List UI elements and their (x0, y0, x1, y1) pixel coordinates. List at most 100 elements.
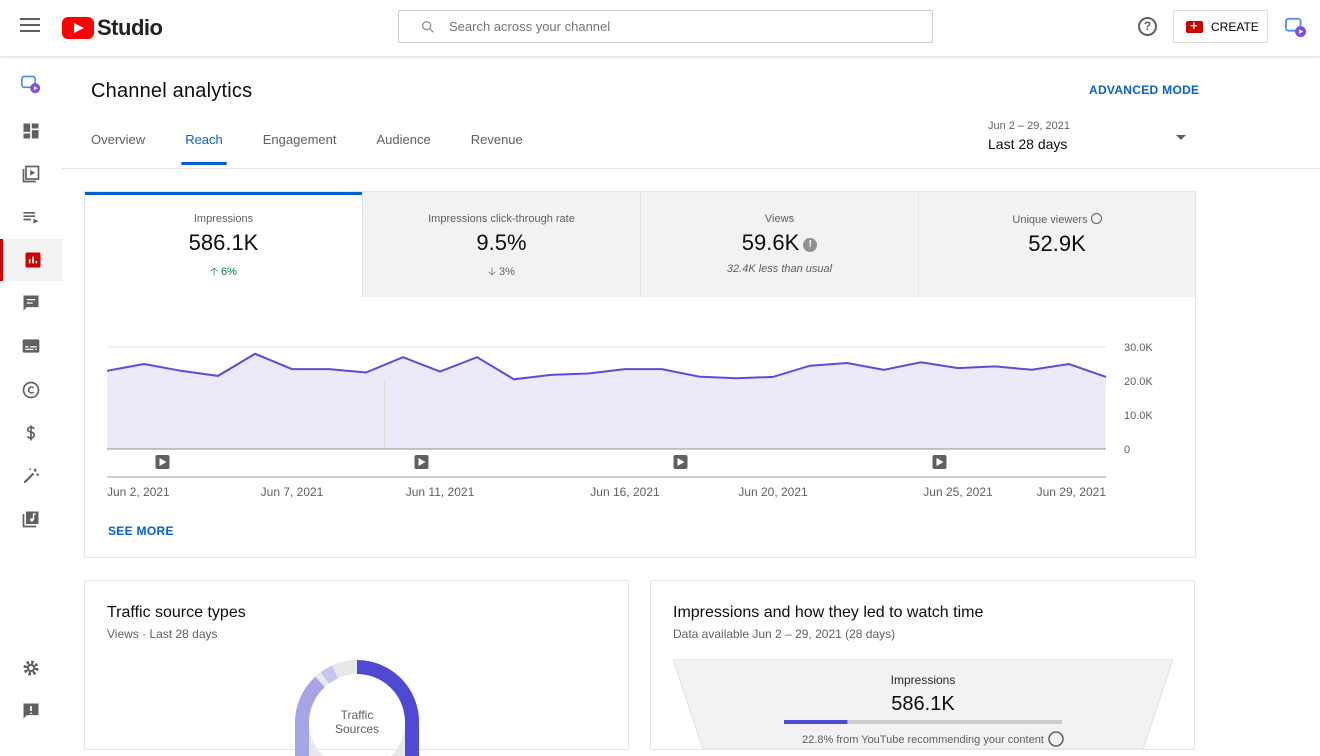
y-tick-label: 10.0K (1124, 410, 1153, 422)
y-tick-label: 30.0K (1124, 342, 1153, 354)
sidebar-item-copyright[interactable] (0, 369, 62, 411)
page-title: Channel analytics (91, 80, 253, 102)
channel-avatar-icon (21, 75, 41, 94)
tab-overview[interactable]: Overview (91, 132, 146, 147)
impressions-funnel: Impressions 586.1K 22.8% from YouTube re… (673, 659, 1173, 749)
sidebar-item-feedback[interactable] (0, 690, 62, 732)
metric-delta: 🡣 3% (363, 263, 640, 282)
date-range-dates: Jun 2 – 29, 2021 (988, 120, 1070, 132)
copyright-icon (22, 381, 40, 399)
x-tick-label: Jun 20, 2021 (738, 485, 808, 499)
metric-views[interactable]: Views 59.6K! 32.4K less than usual (641, 192, 919, 297)
metric-delta-value: 6% (221, 266, 237, 278)
x-tick-label: Jun 16, 2021 (590, 485, 660, 499)
dashboard-icon (23, 123, 39, 139)
traffic-source-card: Traffic source types Views · Last 28 day… (84, 580, 629, 756)
sidebar-item-analytics[interactable] (0, 239, 62, 281)
impressions-funnel-card: Impressions and how they led to watch ti… (650, 580, 1195, 750)
metric-unique-viewers[interactable]: Unique viewers 52.9K (919, 192, 1195, 297)
sidebar-item-channel[interactable] (0, 63, 62, 105)
sidebar-item-settings[interactable] (0, 647, 62, 689)
y-tick-label: 20.0K (1124, 376, 1153, 388)
sidebar-item-subtitles[interactable] (0, 325, 62, 367)
search-input[interactable] (449, 19, 909, 34)
metric-delta: 🡡 6% (85, 263, 362, 282)
arrow-up-icon: 🡡 (210, 266, 222, 278)
metric-ctr[interactable]: Impressions click-through rate 9.5% 🡣 3% (363, 192, 641, 297)
funnel-shape (673, 659, 1173, 749)
channel-avatar-icon[interactable] (1285, 16, 1307, 38)
metric-note: 32.4K less than usual (726, 263, 833, 275)
video-marker-play (936, 458, 944, 466)
y-tick-label: 0 (1124, 444, 1130, 456)
card-subtitle: Views · Last 28 days (107, 627, 218, 641)
card-title: Impressions and how they led to watch ti… (673, 604, 984, 621)
metric-label: Impressions click-through rate (428, 213, 575, 225)
clock-icon (1090, 213, 1102, 224)
youtube-logo-icon (62, 17, 94, 39)
funnel-progress-fill (784, 720, 848, 724)
donut-slice-primary (356, 660, 419, 756)
sidebar-item-monetization[interactable] (0, 412, 62, 454)
reach-card: Impressions 586.1K 🡡 6% Impressions clic… (84, 191, 1196, 558)
see-more-link[interactable]: SEE MORE (108, 524, 174, 538)
chevron-down-icon (1176, 135, 1186, 140)
tab-bar: Overview Reach Engagement Audience Reven… (91, 132, 563, 165)
subtitles-icon (22, 339, 40, 353)
create-label: CREATE (1211, 19, 1259, 34)
sidebar-item-playlists[interactable] (0, 196, 62, 238)
info-icon[interactable]: ! (803, 238, 818, 252)
sidebar-item-audio-library[interactable] (0, 498, 62, 540)
search-box[interactable] (398, 10, 933, 43)
metric-impressions[interactable]: Impressions 586.1K 🡡 6% (85, 192, 363, 297)
donut-center-label: Traffic (341, 708, 374, 722)
sidebar-item-customization[interactable] (0, 455, 62, 497)
dollar-icon (26, 425, 36, 441)
top-bar: Studio ? CREATE (0, 0, 1320, 56)
video-marker-play (677, 458, 685, 466)
create-button[interactable]: CREATE (1173, 10, 1268, 43)
audio-library-icon (22, 511, 39, 528)
x-tick-label: Jun 2, 2021 (107, 485, 170, 499)
metric-tabs: Impressions 586.1K 🡡 6% Impressions clic… (85, 192, 1195, 297)
create-video-icon (1186, 18, 1203, 33)
card-title: Traffic source types (107, 604, 246, 621)
date-range-picker[interactable]: Jun 2 – 29, 2021 Last 28 days (988, 120, 1188, 152)
advanced-mode-button[interactable]: ADVANCED MODE (1089, 83, 1200, 97)
metric-label: Views (764, 213, 795, 225)
sidebar-item-dashboard[interactable] (0, 110, 62, 152)
logo-text: Studio (97, 15, 163, 40)
sidebar-item-content[interactable] (0, 153, 62, 195)
card-subtitle: Data available Jun 2 – 29, 2021 (28 days… (673, 627, 896, 641)
feedback-icon (23, 703, 39, 719)
arrow-down-icon: 🡣 (488, 266, 500, 278)
funnel-value: 586.1K (891, 693, 955, 715)
impressions-chart: 30.0K 20.0K 10.0K 0 Jun 2, 2021 Jun 7, 2021 Ju… (106, 342, 1153, 499)
donut-center-label: Sources (335, 722, 379, 736)
comments-icon (23, 295, 39, 311)
x-tick-label: Jun 25, 2021 (923, 485, 993, 499)
video-marker-play (418, 458, 426, 466)
content-icon (22, 165, 40, 183)
tab-revenue[interactable]: Revenue (470, 132, 523, 147)
video-marker-play (159, 458, 167, 466)
chart-series-line (106, 352, 1107, 381)
x-tick-label: Jun 11, 2021 (406, 485, 475, 499)
sidebar-item-comments[interactable] (0, 282, 62, 324)
funnel-progress-track (784, 720, 1062, 724)
funnel-note: 22.8% from YouTube recommending your con… (802, 734, 1044, 746)
metric-value: 9.5% (476, 230, 527, 255)
chart-area (107, 353, 1106, 449)
tab-audience[interactable]: Audience (376, 132, 431, 147)
metric-delta-value: 3% (499, 266, 515, 278)
metric-value: 59.6K (741, 230, 800, 255)
magic-wand-icon (23, 468, 39, 484)
studio-logo[interactable]: Studio (62, 15, 163, 41)
donut-slice-tertiary (320, 665, 339, 684)
x-tick-label: Jun 7, 2021 (261, 485, 324, 499)
tab-engagement[interactable]: Engagement (262, 132, 337, 147)
menu-icon[interactable] (20, 18, 40, 34)
help-icon[interactable]: ? (1138, 17, 1157, 36)
metric-value: 586.1K (188, 230, 259, 255)
tab-reach[interactable]: Reach (181, 132, 227, 165)
